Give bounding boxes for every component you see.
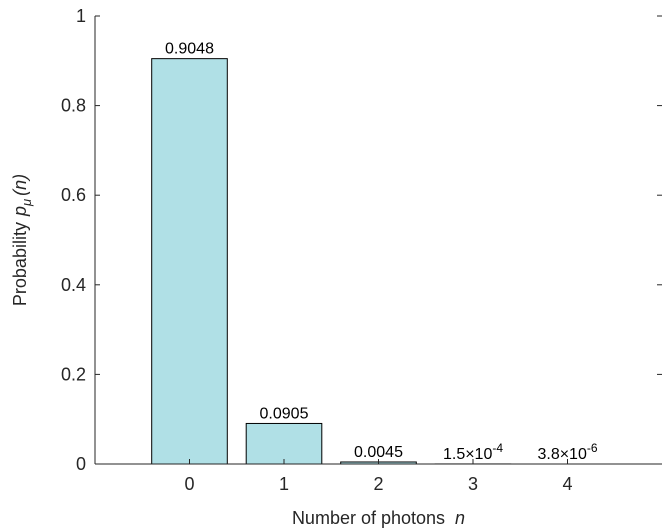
y-tick-label-0.8: 0.8 bbox=[61, 96, 86, 116]
x-tick-label-1: 1 bbox=[279, 474, 289, 494]
bar-1 bbox=[245, 422, 323, 465]
y-axis-title-sub: μ bbox=[19, 199, 34, 207]
data-label-2: 0.0045 bbox=[354, 444, 403, 461]
ticks-group: 0 1 2 3 4 0 0.2 0.4 0.6 0.8 1 bbox=[61, 6, 662, 494]
x-axis-title-var: n bbox=[455, 508, 465, 528]
data-labels-group: 0.9048 0.0905 0.0045 1.5×10-4 3.8×10-6 bbox=[165, 41, 598, 463]
y-axis-title-arg: (n) bbox=[10, 174, 30, 196]
y-tick-label-0: 0 bbox=[76, 454, 86, 474]
x-tick-label-0: 0 bbox=[184, 474, 194, 494]
y-axis-title: Probability pμ (n) bbox=[10, 174, 34, 306]
x-tick-label-2: 2 bbox=[373, 474, 383, 494]
data-label-3: 1.5×10-4 bbox=[443, 441, 503, 463]
y-tick-label-1: 1 bbox=[76, 6, 86, 26]
bar-0 bbox=[151, 58, 228, 465]
data-label-1: 0.0905 bbox=[260, 405, 309, 422]
y-axis-title-prefix: Probability bbox=[10, 222, 30, 306]
y-tick-label-0.6: 0.6 bbox=[61, 185, 86, 205]
x-axis-title-text: Number of photons bbox=[292, 508, 445, 528]
y-tick-label-0.2: 0.2 bbox=[61, 364, 86, 384]
x-tick-label-4: 4 bbox=[562, 474, 572, 494]
y-axis-title-var: p bbox=[10, 206, 30, 217]
data-label-4: 3.8×10-6 bbox=[537, 441, 597, 463]
x-tick-label-3: 3 bbox=[468, 474, 478, 494]
x-axis-title: Number of photons n bbox=[292, 508, 465, 528]
data-label-0: 0.9048 bbox=[165, 41, 214, 58]
bars-group bbox=[151, 58, 606, 465]
y-tick-label-0.4: 0.4 bbox=[61, 275, 86, 295]
